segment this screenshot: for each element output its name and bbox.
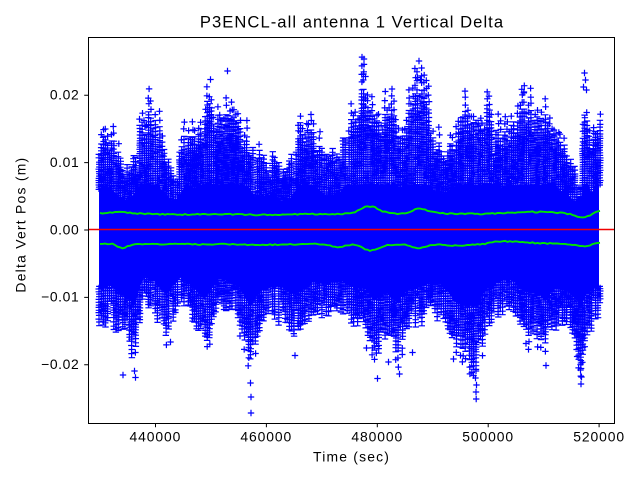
svg-text:460000: 460000 <box>240 429 292 445</box>
svg-text:Delta Vert Pos (m): Delta Vert Pos (m) <box>13 157 29 293</box>
svg-text:−0.02: −0.02 <box>41 356 79 372</box>
svg-text:0.02: 0.02 <box>50 87 79 103</box>
svg-text:−0.01: −0.01 <box>41 289 79 305</box>
svg-text:0.00: 0.00 <box>50 221 79 237</box>
svg-text:520000: 520000 <box>573 429 625 445</box>
svg-text:500000: 500000 <box>462 429 514 445</box>
svg-text:440000: 440000 <box>130 429 182 445</box>
svg-text:480000: 480000 <box>351 429 403 445</box>
svg-text:0.01: 0.01 <box>50 154 79 170</box>
svg-text:Time (sec): Time (sec) <box>313 449 390 465</box>
svg-text:P3ENCL-all antenna 1 Vertical: P3ENCL-all antenna 1 Vertical Delta <box>200 13 504 32</box>
